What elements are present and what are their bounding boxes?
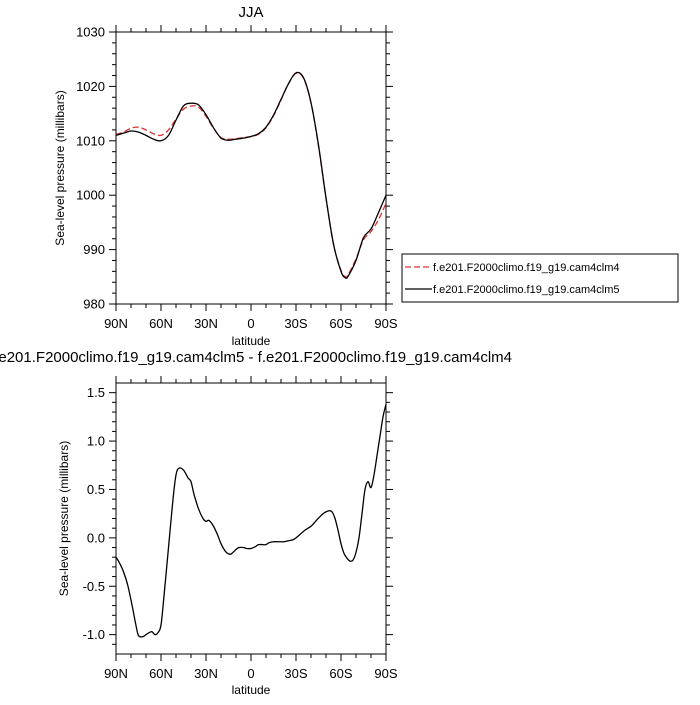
x-tick-label: 90N xyxy=(104,666,128,681)
legend-label-0: f.e201.F2000climo.f19_g19.cam4clm4 xyxy=(433,262,620,274)
x-tick-label: 60S xyxy=(329,666,352,681)
x-tick-label: 90S xyxy=(374,666,397,681)
y-axis-label: Sea-level pressure (millibars) xyxy=(53,90,67,245)
x-tick-label: 0 xyxy=(247,666,254,681)
legend-box xyxy=(401,253,679,303)
x-tick-label: 30N xyxy=(194,316,218,331)
y-tick-label: 0.5 xyxy=(87,482,105,497)
y-tick-label: 1010 xyxy=(76,133,105,148)
x-tick-label: 0 xyxy=(247,316,254,331)
y-tick-label: 1020 xyxy=(76,79,105,94)
y-tick-label: 1.0 xyxy=(87,434,105,449)
y-axis-label: Sea-level pressure (millibars) xyxy=(57,441,71,596)
x-tick-label: 30N xyxy=(194,666,218,681)
y-tick-label: 0.0 xyxy=(87,530,105,545)
y-tick-label: 1030 xyxy=(76,25,105,40)
plot-frame xyxy=(115,382,387,655)
x-tick-label: 90S xyxy=(374,316,397,331)
x-tick-label: 60N xyxy=(149,666,173,681)
x-tick-label: 60N xyxy=(149,316,173,331)
y-tick-label: 980 xyxy=(83,297,105,312)
y-tick-label: -0.5 xyxy=(83,579,105,594)
legend-label-1: f.e201.F2000climo.f19_g19.cam4clm5 xyxy=(433,284,620,296)
series-line-1 xyxy=(115,71,387,279)
x-tick-label: 60S xyxy=(329,316,352,331)
plot-frame xyxy=(115,31,387,305)
chart-panel-bottom: f.e201.F2000climo.f19_g19.cam4clm5 - f.e… xyxy=(0,349,512,697)
chart-title: f.e201.F2000climo.f19_g19.cam4clm5 - f.e… xyxy=(0,349,512,366)
y-tick-label: 1.5 xyxy=(87,385,105,400)
x-tick-label: 30S xyxy=(284,316,307,331)
chart-title: JJA xyxy=(238,4,263,21)
x-tick-label: 90N xyxy=(104,316,128,331)
x-tick-label: 30S xyxy=(284,666,307,681)
chart-panel-top: JJA 980 990 1000 1010 1020 1030 90N 60N 30N 0 30S 60… xyxy=(53,4,679,348)
y-tick-label: 1000 xyxy=(76,188,105,203)
series-line-0 xyxy=(115,404,387,638)
x-axis-label: latitude xyxy=(232,334,271,348)
series-line-0 xyxy=(115,72,387,278)
y-tick-label: -1.0 xyxy=(83,627,105,642)
y-tick-label: 990 xyxy=(83,242,105,257)
x-axis-label: latitude xyxy=(232,683,271,697)
